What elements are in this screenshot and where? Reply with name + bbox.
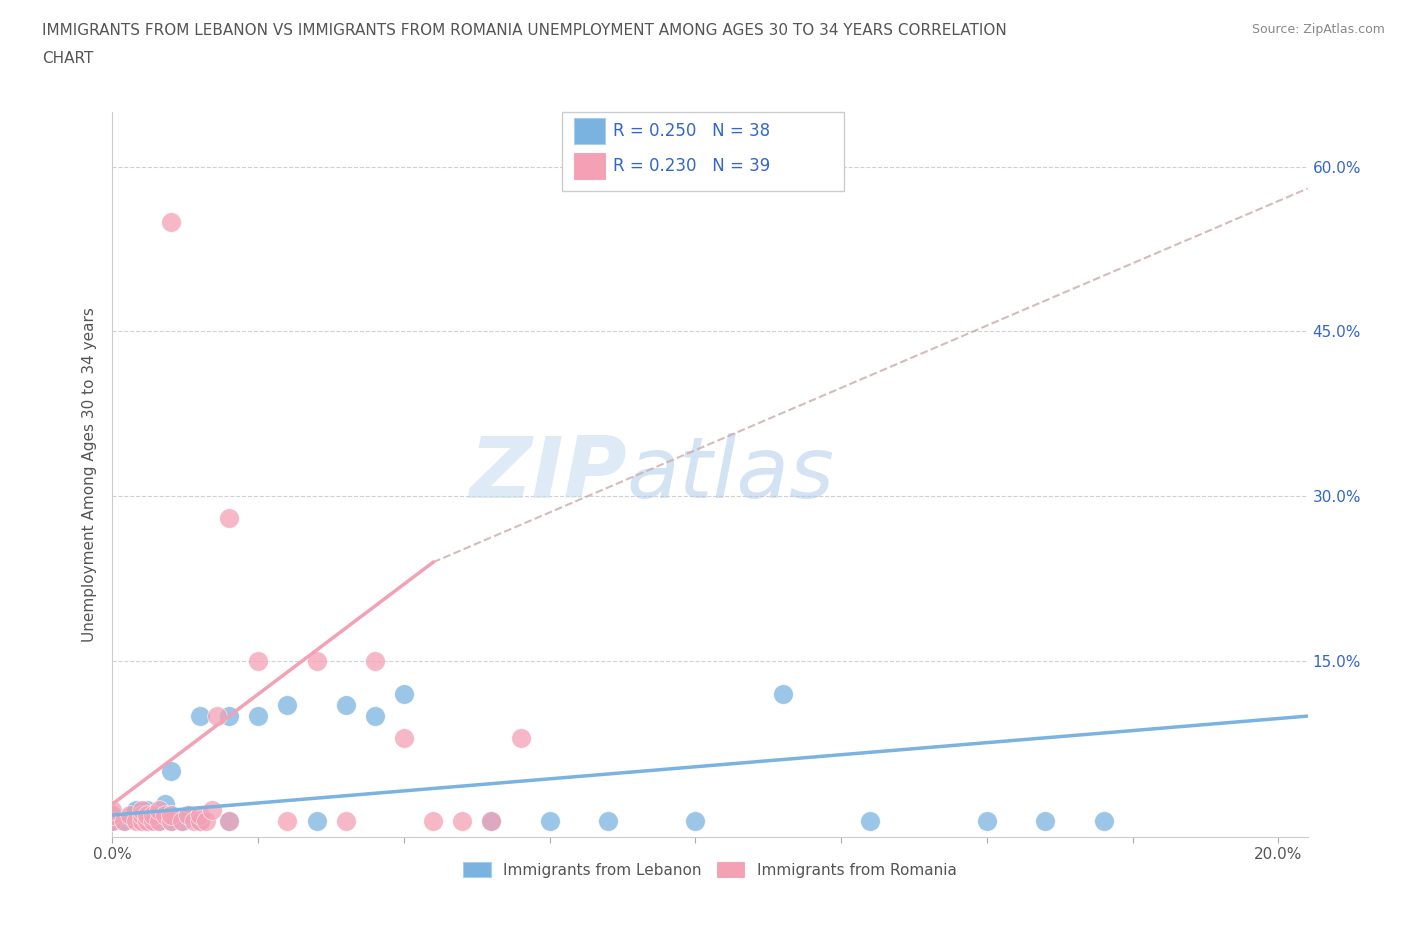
Point: [451, 813, 474, 828]
Point: [1092, 813, 1115, 828]
Point: [364, 654, 387, 669]
Point: [131, 807, 153, 822]
Text: CHART: CHART: [42, 51, 94, 66]
Point: [335, 813, 357, 828]
Point: [148, 802, 170, 817]
Point: [153, 807, 176, 822]
Point: [131, 802, 153, 817]
Point: [183, 813, 205, 828]
Point: [247, 654, 270, 669]
Point: [305, 654, 328, 669]
Point: [131, 813, 153, 828]
Point: [101, 813, 124, 828]
Point: [218, 813, 240, 828]
Point: [172, 813, 194, 828]
Point: [153, 807, 176, 822]
Point: [125, 805, 148, 820]
Point: [1033, 813, 1056, 828]
Point: [392, 686, 415, 701]
Point: [101, 813, 124, 828]
Text: atlas: atlas: [627, 432, 834, 516]
Point: [305, 813, 328, 828]
Point: [136, 813, 159, 828]
Y-axis label: Unemployment Among Ages 30 to 34 years: Unemployment Among Ages 30 to 34 years: [82, 307, 97, 642]
Point: [172, 813, 194, 828]
Legend: Immigrants from Lebanon, Immigrants from Romania: Immigrants from Lebanon, Immigrants from…: [457, 856, 963, 884]
Point: [247, 709, 270, 724]
Point: [538, 813, 561, 828]
Point: [177, 807, 200, 822]
Point: [101, 807, 124, 822]
Point: [159, 807, 181, 822]
Point: [136, 813, 159, 828]
Point: [218, 813, 240, 828]
Point: [112, 813, 135, 828]
Point: [148, 813, 170, 828]
Point: [148, 813, 170, 828]
Point: [142, 813, 165, 828]
Point: [364, 709, 387, 724]
Point: [207, 709, 229, 724]
Point: [188, 813, 211, 828]
Point: [142, 807, 165, 822]
Point: [276, 813, 298, 828]
Point: [136, 802, 159, 817]
Point: [125, 802, 148, 817]
Point: [188, 709, 211, 724]
Point: [509, 731, 531, 746]
Point: [159, 813, 181, 828]
Point: [142, 807, 165, 822]
Text: R = 0.230   N = 39: R = 0.230 N = 39: [613, 157, 770, 176]
Point: [131, 813, 153, 828]
Point: [159, 813, 181, 828]
Point: [188, 807, 211, 822]
Point: [159, 764, 181, 778]
Point: [136, 807, 159, 822]
Point: [194, 813, 217, 828]
Point: [335, 698, 357, 712]
Point: [188, 813, 211, 828]
Point: [118, 810, 141, 825]
Text: IMMIGRANTS FROM LEBANON VS IMMIGRANTS FROM ROMANIA UNEMPLOYMENT AMONG AGES 30 TO: IMMIGRANTS FROM LEBANON VS IMMIGRANTS FR…: [42, 23, 1007, 38]
Point: [481, 813, 503, 828]
Point: [125, 813, 148, 828]
Point: [685, 813, 707, 828]
Point: [392, 731, 415, 746]
Point: [131, 807, 153, 822]
Point: [112, 813, 135, 828]
Text: R = 0.250   N = 38: R = 0.250 N = 38: [613, 122, 770, 140]
Text: ZIP: ZIP: [468, 432, 627, 516]
Point: [422, 813, 444, 828]
Point: [101, 807, 124, 822]
Text: Source: ZipAtlas.com: Source: ZipAtlas.com: [1251, 23, 1385, 36]
Point: [200, 802, 222, 817]
Point: [596, 813, 619, 828]
Point: [159, 807, 181, 822]
Point: [159, 214, 181, 229]
Point: [177, 807, 200, 822]
Point: [218, 511, 240, 525]
Point: [976, 813, 998, 828]
Point: [118, 807, 141, 822]
Point: [772, 686, 794, 701]
Point: [153, 797, 176, 812]
Point: [859, 813, 882, 828]
Point: [481, 813, 503, 828]
Point: [276, 698, 298, 712]
Point: [101, 802, 124, 817]
Point: [218, 709, 240, 724]
